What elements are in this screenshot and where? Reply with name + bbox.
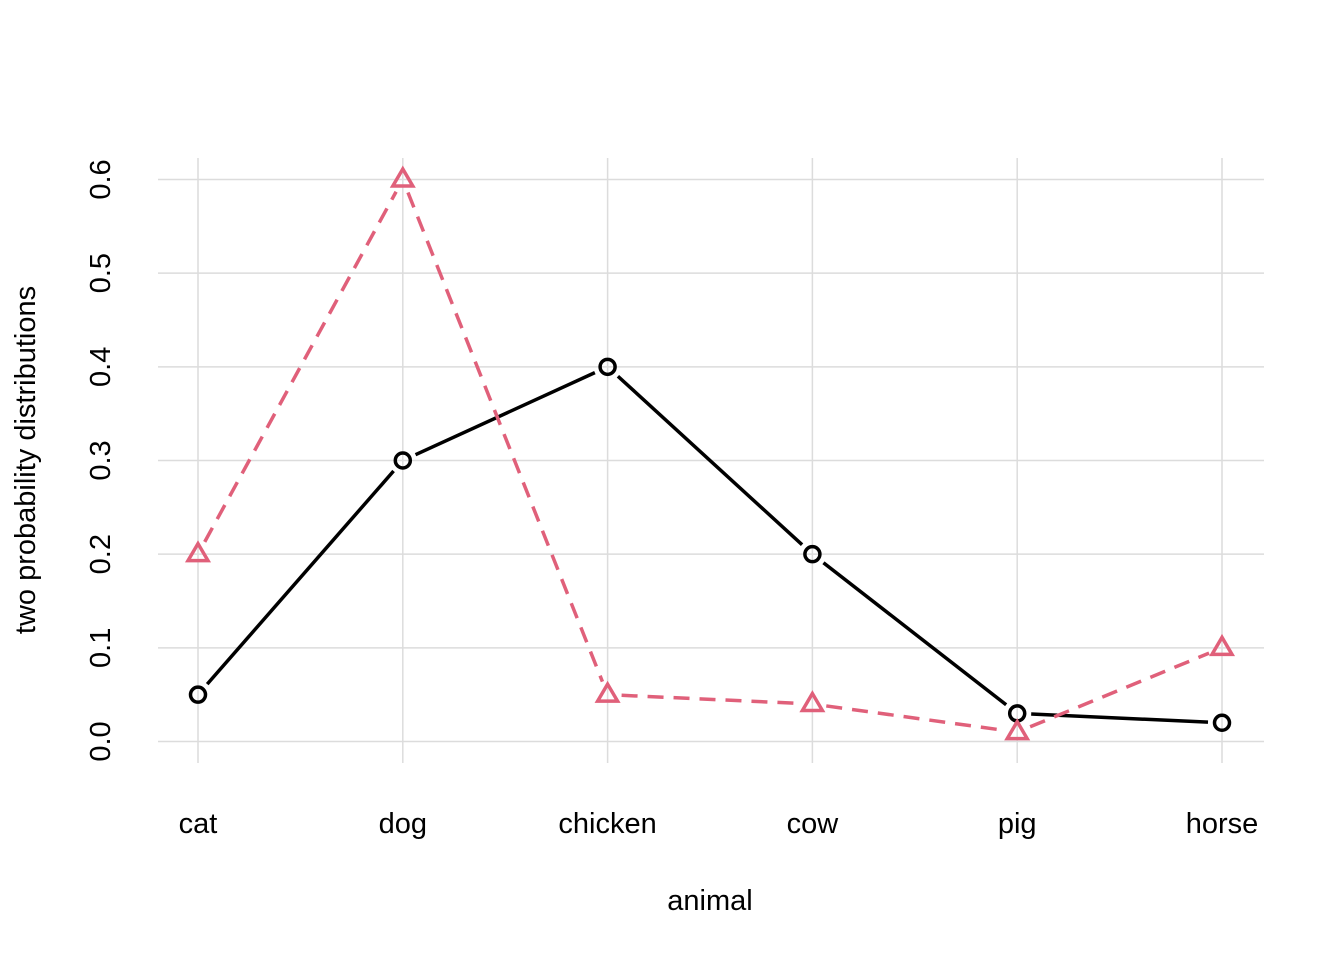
series-markers: [184, 165, 1236, 741]
x-axis-title: animal: [667, 885, 752, 917]
y-tick-label: 0.2: [85, 534, 117, 574]
x-tick-label: horse: [1186, 808, 1259, 840]
series-1-segment: [205, 469, 395, 686]
x-tick-label: pig: [998, 808, 1037, 840]
x-tick-label: dog: [379, 808, 427, 840]
series-1-point: [803, 544, 822, 564]
y-tick-label: 0.5: [85, 253, 117, 293]
series-2-point: [1208, 633, 1236, 657]
series-1-segment: [414, 371, 596, 457]
series-2-segment: [1029, 651, 1210, 729]
y-tick-label: 0.4: [85, 347, 117, 387]
y-tick-label: 0.0: [85, 721, 117, 761]
series-2-segment: [621, 693, 799, 706]
x-tick-label: cow: [787, 808, 840, 840]
series-1-point: [598, 357, 617, 377]
series-1-segment: [616, 374, 804, 547]
y-tick-labels: 0.0 0.1 0.2 0.3 0.4 0.5 0.6: [85, 159, 117, 761]
series-1-point: [393, 451, 413, 470]
y-tick-label: 0.6: [85, 159, 117, 199]
series-1-point: [188, 685, 208, 704]
series-1-segment: [822, 561, 1008, 707]
series-1-point: [1212, 713, 1232, 733]
grid: [158, 158, 1264, 763]
series-lines: [203, 190, 1210, 732]
x-tick-label: cat: [179, 808, 218, 840]
series-2-point: [1004, 718, 1031, 741]
x-tick-label: chicken: [558, 808, 656, 840]
y-tick-label: 0.3: [85, 440, 117, 480]
y-tick-label: 0.1: [85, 628, 117, 668]
series-2-point: [389, 165, 416, 188]
series-2-segment: [203, 190, 398, 543]
series-2-point: [594, 680, 621, 703]
x-tick-labels: cat dog chicken cow pig horse: [179, 808, 1259, 840]
series-2-segment: [826, 704, 1004, 732]
series-2-point: [799, 690, 826, 713]
y-axis-title: two probability distributions: [10, 286, 42, 634]
series-2-point: [184, 540, 212, 563]
series-2-segment: [406, 191, 605, 683]
